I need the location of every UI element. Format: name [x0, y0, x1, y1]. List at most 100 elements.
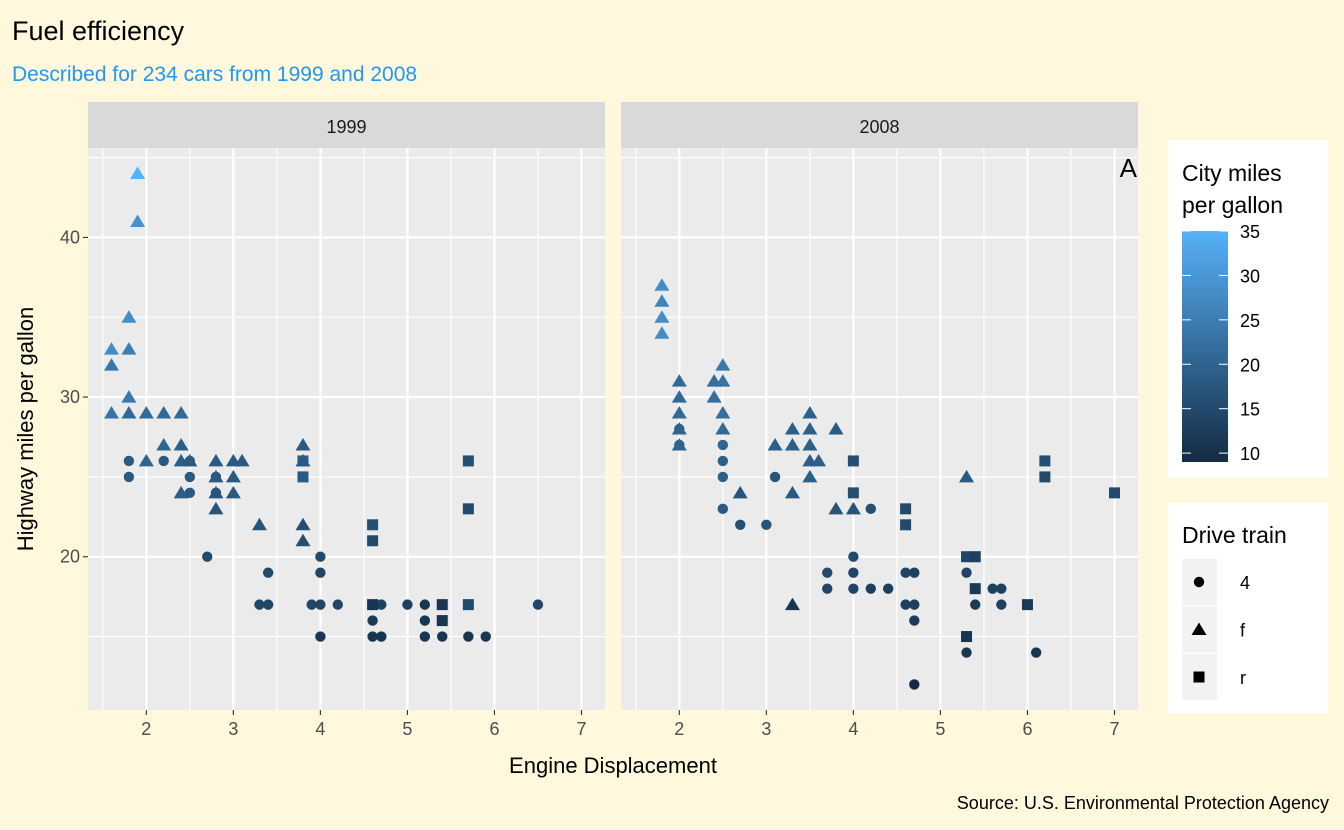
data-point-4 — [961, 567, 972, 578]
data-point-4 — [769, 471, 781, 483]
data-point-f — [767, 437, 783, 451]
data-point-f — [104, 342, 119, 355]
y-tick-label: 30 — [60, 387, 80, 407]
data-point-4 — [402, 599, 413, 610]
data-point-f — [104, 358, 119, 371]
data-point-4 — [315, 631, 326, 642]
data-point-f — [225, 485, 241, 499]
data-point-f — [173, 437, 189, 451]
data-point-4 — [822, 583, 833, 594]
data-point-r — [961, 551, 973, 563]
data-point-r — [900, 519, 912, 531]
data-point-r — [1039, 455, 1051, 467]
legend-key-label: 4 — [1240, 573, 1250, 593]
data-point-r — [367, 599, 379, 611]
x-tick-label: 5 — [402, 719, 412, 739]
data-point-4 — [761, 519, 772, 530]
data-point-4 — [254, 599, 265, 610]
data-point-4 — [987, 583, 998, 594]
x-tick-label: 4 — [848, 719, 858, 739]
x-tick-label: 2 — [141, 719, 151, 739]
data-point-r — [297, 471, 309, 483]
data-point-r — [367, 519, 379, 531]
data-point-f — [654, 310, 670, 323]
data-point-f — [706, 390, 722, 403]
data-point-f — [138, 453, 154, 467]
data-point-r — [462, 503, 474, 515]
data-point-4 — [315, 551, 326, 562]
data-point-4 — [848, 551, 859, 562]
data-point-r — [961, 631, 973, 643]
data-point-4 — [480, 631, 491, 642]
x-tick-label: 7 — [576, 719, 586, 739]
colorbar-tick-label: 30 — [1240, 266, 1260, 286]
data-point-4 — [996, 583, 1007, 594]
data-point-r — [847, 455, 859, 467]
data-point-f — [802, 469, 818, 483]
data-point-r — [367, 535, 379, 547]
data-point-r — [1109, 487, 1120, 499]
data-point-f — [784, 437, 800, 451]
x-tick-label: 3 — [761, 719, 771, 739]
data-point-f — [715, 422, 731, 435]
data-point-4 — [315, 567, 326, 578]
data-point-4 — [184, 487, 196, 499]
data-point-f — [225, 469, 241, 483]
data-point-4 — [883, 583, 894, 594]
data-point-4 — [961, 647, 972, 658]
legend-key-label: f — [1240, 621, 1246, 641]
data-point-f — [802, 437, 818, 451]
data-point-4 — [437, 631, 448, 642]
colorbar-tick-label: 15 — [1240, 400, 1260, 420]
data-point-f — [295, 437, 311, 451]
y-tick-label: 20 — [60, 547, 80, 567]
x-axis-title: Engine Displacement — [509, 753, 717, 778]
data-point-4 — [909, 599, 920, 610]
data-point-f — [173, 406, 189, 419]
legend-key-label: r — [1240, 668, 1246, 688]
shape-legend: Drive train 4 f r — [1168, 503, 1328, 713]
circle-icon — [1193, 576, 1205, 588]
data-point-f — [715, 406, 731, 419]
data-point-4 — [184, 471, 196, 483]
data-point-f — [130, 166, 146, 180]
data-point-4 — [717, 439, 729, 451]
data-point-4 — [900, 599, 911, 610]
data-point-4 — [123, 471, 135, 483]
data-point-f — [295, 517, 311, 531]
data-point-r — [297, 455, 309, 467]
colorbar — [1182, 231, 1228, 462]
y-tick-label: 40 — [60, 227, 80, 247]
data-point-r — [436, 599, 448, 611]
data-point-r — [1039, 471, 1051, 483]
data-point-r — [969, 551, 981, 563]
data-point-4 — [419, 599, 431, 610]
x-tick-label: 6 — [489, 719, 499, 739]
data-point-4 — [262, 599, 274, 610]
data-point-4 — [376, 631, 387, 642]
data-point-4 — [717, 471, 729, 483]
data-point-r — [436, 615, 448, 627]
plot-tag: A — [1120, 153, 1138, 183]
caption: Source: U.S. Environmental Protection Ag… — [957, 793, 1329, 813]
data-point-f — [845, 501, 861, 515]
data-point-4 — [909, 567, 920, 578]
data-point-f — [182, 453, 198, 467]
data-point-4 — [532, 599, 544, 610]
colorbar-tick-label: 20 — [1240, 355, 1260, 375]
data-point-4 — [262, 567, 274, 578]
data-point-f — [208, 469, 224, 483]
data-point-f — [811, 453, 827, 467]
triangle-icon — [1191, 622, 1207, 635]
data-point-4 — [996, 599, 1007, 610]
data-point-r — [969, 583, 981, 595]
data-point-f — [784, 422, 800, 435]
data-point-f — [295, 533, 311, 547]
data-point-f — [828, 501, 844, 515]
data-point-f — [138, 406, 154, 419]
facet-strip — [88, 102, 605, 148]
data-point-4 — [158, 455, 169, 467]
data-point-f — [208, 485, 224, 499]
facet-strip-label: 1999 — [326, 117, 366, 137]
